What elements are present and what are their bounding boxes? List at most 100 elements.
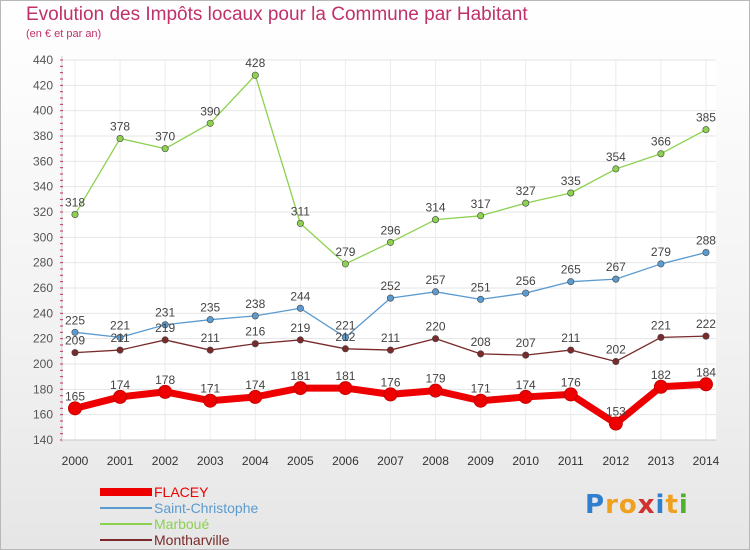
data-label: 174 [245,378,265,392]
data-point [296,219,304,227]
data-point [203,393,218,408]
data-point [702,249,710,257]
data-point [383,387,398,402]
data-point [68,401,82,416]
data-point [473,393,488,408]
data-label: 182 [651,368,671,382]
data-point [608,416,623,431]
logo-letter: i [678,490,689,520]
data-label: 251 [471,280,491,294]
data-label: 311 [291,204,310,218]
logo-letter: i [655,490,666,520]
x-tick-label: 2008 [422,454,449,468]
legend-label: FLACEY [154,484,209,500]
data-point [612,165,620,173]
data-point [698,377,713,392]
logo-letter: x [637,490,656,520]
data-label: 211 [110,331,129,345]
y-tick-label: 140 [33,433,53,447]
data-point [657,260,665,268]
data-label: 181 [290,369,310,383]
data-point [386,294,394,302]
data-point [567,278,575,286]
data-point [341,345,349,353]
x-tick-label: 2010 [512,454,539,468]
data-point [612,275,620,283]
data-label: 171 [200,382,220,396]
data-label: 265 [561,263,581,277]
x-tick-label: 2001 [107,454,134,468]
y-tick-label: 260 [33,281,53,295]
data-point [206,119,214,127]
data-label: 279 [651,245,671,259]
data-label: 181 [335,369,355,383]
data-point [702,332,710,340]
data-label: 318 [65,196,85,210]
data-label: 171 [471,382,491,396]
data-point [251,71,259,79]
data-label: 176 [561,375,581,389]
data-label: 231 [155,306,175,320]
data-label: 221 [651,318,671,332]
data-point [522,351,530,359]
y-tick-label: 440 [33,53,53,67]
data-point [71,349,79,357]
y-tick-label: 240 [33,306,53,320]
data-point [71,328,79,336]
x-tick-label: 2011 [558,454,584,468]
data-label: 219 [290,321,310,335]
data-label: 225 [65,313,85,327]
data-point [612,357,620,365]
data-label: 220 [426,320,446,334]
logo-letter: t [665,490,679,520]
x-tick-label: 2004 [242,454,269,468]
y-tick-label: 300 [33,230,53,244]
legend-swatch [100,507,152,509]
x-tick-label: 2009 [467,454,494,468]
data-label: 252 [380,279,400,293]
data-label: 221 [110,318,130,332]
data-point [71,211,79,219]
y-tick-label: 160 [33,408,53,422]
legend-swatch [100,523,152,525]
y-tick-label: 320 [33,205,53,219]
proxiti-logo: Proxiti [585,490,689,520]
data-label: 256 [516,274,536,288]
data-point [567,189,575,197]
data-point [248,389,263,404]
data-point [386,238,394,246]
data-label: 244 [290,289,310,303]
data-point [161,336,169,344]
y-tick-label: 280 [33,256,53,270]
y-tick-label: 380 [33,129,53,143]
x-tick-label: 2003 [197,454,224,468]
data-label: 279 [335,245,355,259]
data-label: 335 [561,174,581,188]
data-point [296,336,304,344]
data-point [161,145,169,153]
data-point [161,321,169,329]
data-label: 378 [110,120,130,134]
data-point [477,212,485,220]
data-label: 219 [155,321,175,335]
data-label: 221 [335,318,355,332]
y-tick-label: 220 [33,332,53,346]
y-tick-label: 420 [33,78,53,92]
data-label: 370 [155,130,175,144]
data-point [432,216,440,224]
y-tick-label: 400 [33,104,53,118]
legend-label: Saint-Christophe [154,500,259,516]
data-label: 317 [471,197,491,211]
data-label: 207 [516,336,536,350]
data-point [158,384,173,399]
data-point [428,383,443,398]
data-point [293,381,308,396]
data-point [341,333,349,341]
data-label: 354 [606,150,626,164]
data-point [338,381,353,396]
data-label: 174 [110,378,130,392]
data-point [702,126,710,134]
data-point [296,304,304,312]
data-point [113,389,128,404]
